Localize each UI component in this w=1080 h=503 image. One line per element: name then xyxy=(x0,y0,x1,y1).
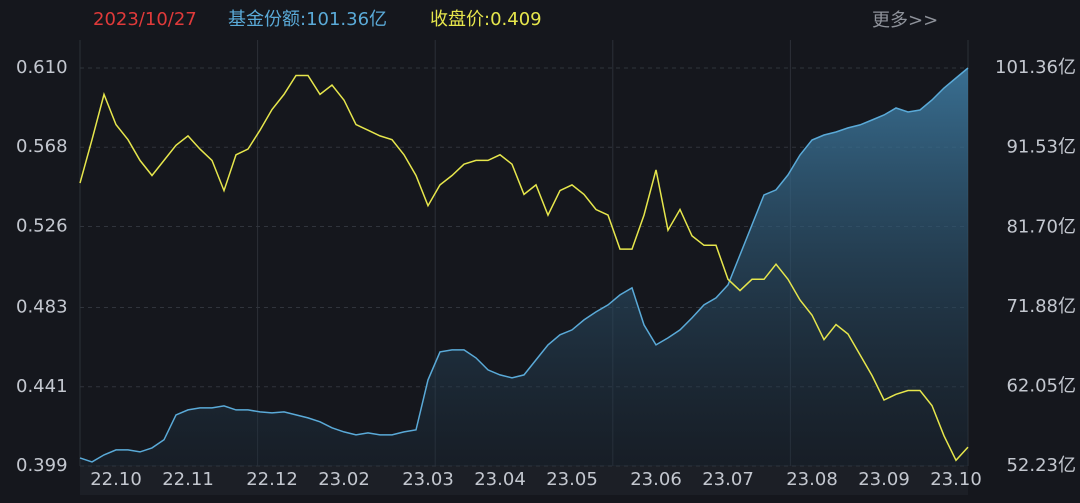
y-tick-label: 0.568 xyxy=(16,136,68,157)
x-tick-label: 23.08 xyxy=(786,469,838,490)
x-tick-label: 23.02 xyxy=(318,469,370,490)
x-tick-label: 23.06 xyxy=(630,469,682,490)
y-tick-label: 0.399 xyxy=(16,455,68,476)
y2-tick-label: 81.70亿 xyxy=(1006,216,1076,237)
y-tick-label: 0.483 xyxy=(16,297,68,318)
x-tick-label: 23.05 xyxy=(546,469,598,490)
area xyxy=(80,68,968,466)
y2-tick-label: 91.53亿 xyxy=(1006,137,1076,158)
x-tick-label: 23.03 xyxy=(402,469,454,490)
x-tick-label: 22.11 xyxy=(162,469,214,490)
y-tick-label: 0.526 xyxy=(16,215,68,236)
y2-tick-label: 101.36亿 xyxy=(995,57,1076,78)
x-tick-label: 23.10 xyxy=(930,469,982,490)
header-close: 收盘价:0.409 xyxy=(430,9,542,30)
x-tick-label: 23.04 xyxy=(474,469,526,490)
line xyxy=(79,74,969,462)
y2-tick-label: 52.23亿 xyxy=(1006,455,1076,476)
x-tick-label: 22.12 xyxy=(246,469,298,490)
y-tick-label: 0.441 xyxy=(16,376,68,397)
y2-tick-label: 62.05亿 xyxy=(1006,375,1076,396)
header-date: 2023/10/27 xyxy=(93,9,197,30)
line xyxy=(79,67,969,463)
x-tick-label: 22.10 xyxy=(90,469,142,490)
y2-tick-label: 71.88亿 xyxy=(1006,296,1076,317)
x-axis-band xyxy=(80,465,968,495)
x-tick-label: 23.09 xyxy=(858,469,910,490)
x-tick-label: 23.07 xyxy=(702,469,754,490)
header-share: 基金份额:101.36亿 xyxy=(228,9,387,30)
more-link[interactable]: 更多>> xyxy=(872,10,938,31)
y-tick-label: 0.610 xyxy=(16,57,68,78)
